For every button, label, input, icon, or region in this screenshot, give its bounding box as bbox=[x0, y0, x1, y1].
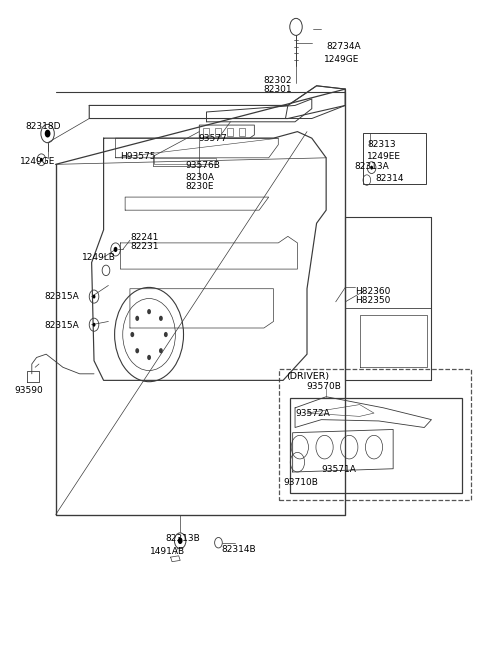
Bar bbox=[279, 369, 471, 499]
Text: 1249GE: 1249GE bbox=[324, 55, 360, 64]
Text: 82318D: 82318D bbox=[25, 122, 61, 131]
Text: H82350: H82350 bbox=[355, 296, 390, 305]
Text: 82301: 82301 bbox=[263, 85, 291, 94]
Bar bbox=[239, 129, 245, 136]
Text: 82313A: 82313A bbox=[355, 163, 390, 171]
Text: 1249GE: 1249GE bbox=[20, 157, 55, 165]
Text: 82315A: 82315A bbox=[45, 321, 80, 330]
Text: 82313: 82313 bbox=[367, 140, 396, 149]
Circle shape bbox=[147, 309, 151, 314]
Text: 93572A: 93572A bbox=[295, 409, 330, 418]
Text: 82302: 82302 bbox=[263, 76, 291, 85]
Circle shape bbox=[131, 332, 134, 337]
Circle shape bbox=[159, 348, 163, 354]
Bar bbox=[215, 129, 221, 136]
Bar bbox=[290, 398, 462, 493]
Circle shape bbox=[114, 247, 118, 252]
Text: 82315A: 82315A bbox=[45, 292, 80, 301]
Text: 82313B: 82313B bbox=[166, 534, 201, 543]
Circle shape bbox=[135, 348, 139, 354]
Text: 93710B: 93710B bbox=[283, 478, 318, 487]
Text: 82314B: 82314B bbox=[222, 544, 256, 554]
Circle shape bbox=[93, 323, 96, 327]
Bar bbox=[363, 133, 426, 184]
Bar bbox=[227, 129, 233, 136]
Text: (DRIVER): (DRIVER) bbox=[286, 372, 329, 381]
Circle shape bbox=[45, 130, 50, 138]
Circle shape bbox=[135, 316, 139, 321]
Text: 82241: 82241 bbox=[130, 233, 158, 242]
Text: 93590: 93590 bbox=[14, 386, 43, 395]
Text: 82734A: 82734A bbox=[326, 42, 361, 51]
Text: 82231: 82231 bbox=[130, 242, 158, 251]
Circle shape bbox=[370, 166, 373, 170]
Text: 1491AB: 1491AB bbox=[150, 547, 185, 556]
Text: H82360: H82360 bbox=[355, 287, 390, 296]
Text: 1249LB: 1249LB bbox=[82, 253, 116, 262]
Text: 8230E: 8230E bbox=[185, 182, 214, 191]
Text: H93575: H93575 bbox=[120, 152, 156, 161]
Circle shape bbox=[147, 355, 151, 360]
Bar bbox=[203, 129, 209, 136]
Text: 82314: 82314 bbox=[375, 174, 404, 183]
Circle shape bbox=[93, 295, 96, 298]
Text: 93571A: 93571A bbox=[322, 465, 356, 474]
Circle shape bbox=[40, 158, 43, 162]
Text: 1249EE: 1249EE bbox=[367, 152, 401, 161]
Text: 93570B: 93570B bbox=[306, 382, 341, 392]
Circle shape bbox=[178, 537, 182, 544]
Text: 8230A: 8230A bbox=[185, 173, 214, 182]
Text: 93576B: 93576B bbox=[185, 161, 220, 170]
Circle shape bbox=[159, 316, 163, 321]
Text: 93577: 93577 bbox=[198, 134, 227, 142]
Circle shape bbox=[164, 332, 168, 337]
